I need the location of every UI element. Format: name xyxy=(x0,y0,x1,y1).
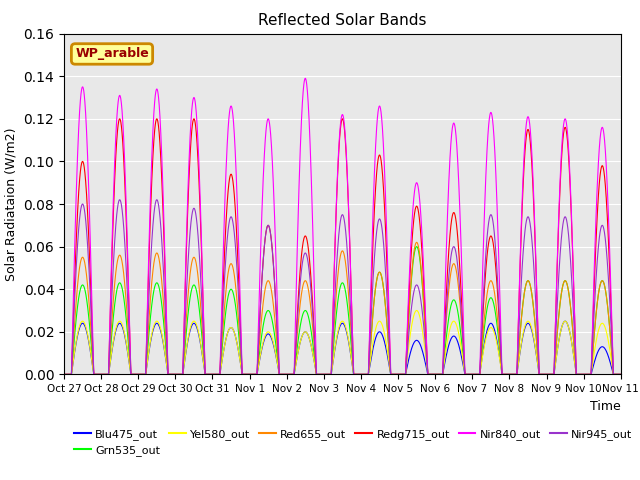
Nir945_out xyxy=(467,372,475,377)
Line: Grn535_out: Grn535_out xyxy=(64,247,621,374)
Blu475_out xyxy=(160,345,168,350)
Grn535_out xyxy=(413,244,420,250)
Grn535_out xyxy=(499,372,507,377)
Yel580_out xyxy=(499,372,507,377)
Redg715_out xyxy=(617,372,625,377)
Grn535_out xyxy=(60,372,68,377)
Blu475_out xyxy=(561,318,569,324)
Nir840_out xyxy=(617,372,625,377)
Redg715_out xyxy=(322,372,330,377)
Grn535_out xyxy=(617,372,625,377)
Red655_out xyxy=(499,372,507,377)
Legend: Blu475_out, Grn535_out, Yel580_out, Red655_out, Redg715_out, Nir840_out, Nir945_: Blu475_out, Grn535_out, Yel580_out, Red6… xyxy=(70,424,637,460)
Redg715_out xyxy=(499,372,507,377)
Redg715_out xyxy=(436,372,444,377)
X-axis label: Time: Time xyxy=(590,400,621,413)
Nir840_out xyxy=(499,372,507,377)
Red655_out xyxy=(436,372,444,377)
Nir840_out xyxy=(160,222,168,228)
Redg715_out xyxy=(60,372,68,377)
Line: Nir945_out: Nir945_out xyxy=(64,200,621,374)
Title: Reflected Solar Bands: Reflected Solar Bands xyxy=(258,13,427,28)
Nir945_out xyxy=(116,197,124,203)
Blu475_out xyxy=(60,372,68,377)
Blu475_out xyxy=(617,372,625,377)
Yel580_out xyxy=(160,344,168,349)
Red655_out xyxy=(60,372,68,377)
Grn535_out xyxy=(322,372,330,377)
Redg715_out xyxy=(161,242,168,248)
Nir840_out xyxy=(322,372,330,377)
Red655_out xyxy=(413,240,420,245)
Nir840_out xyxy=(60,372,68,377)
Blu475_out xyxy=(499,372,506,377)
Blu475_out xyxy=(322,372,330,377)
Red655_out xyxy=(616,372,624,377)
Blu475_out xyxy=(436,372,444,377)
Red655_out xyxy=(160,308,168,314)
Yel580_out xyxy=(322,372,330,377)
Grn535_out xyxy=(467,372,475,377)
Nir945_out xyxy=(60,372,68,377)
Yel580_out xyxy=(467,372,475,377)
Yel580_out xyxy=(436,372,444,377)
Nir840_out xyxy=(301,75,309,81)
Line: Nir840_out: Nir840_out xyxy=(64,78,621,374)
Nir945_out xyxy=(499,372,507,377)
Line: Yel580_out: Yel580_out xyxy=(64,311,621,374)
Nir945_out xyxy=(161,283,168,289)
Text: WP_arable: WP_arable xyxy=(75,48,149,60)
Redg715_out xyxy=(616,372,624,377)
Yel580_out xyxy=(413,308,420,313)
Nir945_out xyxy=(436,372,444,377)
Yel580_out xyxy=(616,372,624,377)
Red655_out xyxy=(467,372,475,377)
Line: Redg715_out: Redg715_out xyxy=(64,119,621,374)
Y-axis label: Solar Radiataion (W/m2): Solar Radiataion (W/m2) xyxy=(5,127,18,281)
Red655_out xyxy=(617,372,625,377)
Grn535_out xyxy=(436,372,444,377)
Yel580_out xyxy=(617,372,625,377)
Red655_out xyxy=(322,372,330,377)
Redg715_out xyxy=(116,116,124,122)
Grn535_out xyxy=(160,324,168,329)
Yel580_out xyxy=(60,372,68,377)
Line: Red655_out: Red655_out xyxy=(64,242,621,374)
Grn535_out xyxy=(616,372,624,377)
Blu475_out xyxy=(467,372,475,377)
Nir945_out xyxy=(616,372,624,377)
Nir945_out xyxy=(617,372,625,377)
Blu475_out xyxy=(616,372,624,377)
Nir945_out xyxy=(322,372,330,377)
Nir840_out xyxy=(616,372,624,377)
Nir840_out xyxy=(467,372,475,377)
Nir840_out xyxy=(436,372,444,377)
Line: Blu475_out: Blu475_out xyxy=(64,321,621,374)
Redg715_out xyxy=(467,372,475,377)
